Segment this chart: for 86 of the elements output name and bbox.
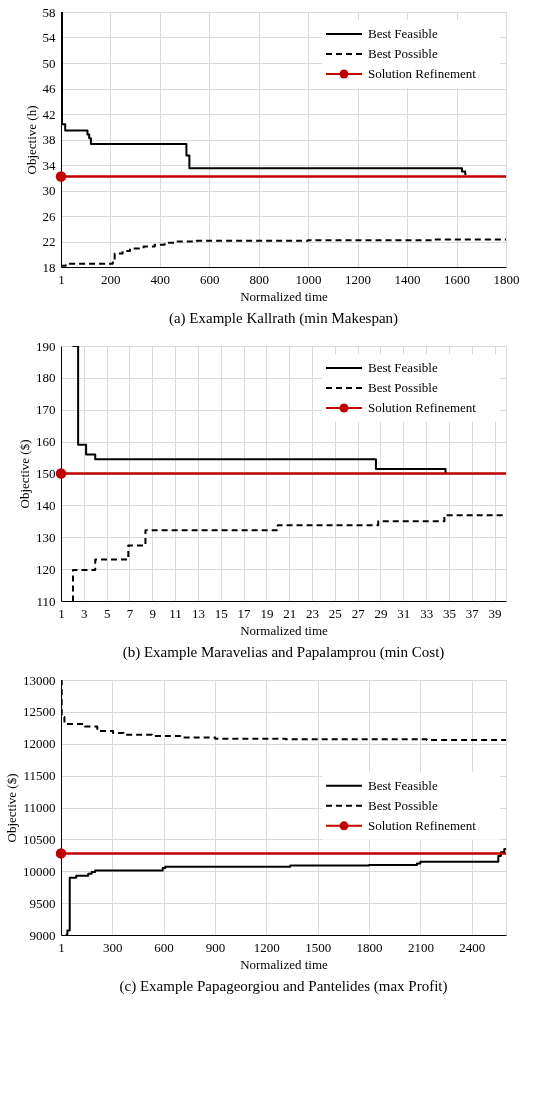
y-tick-label: 50 [42, 55, 56, 71]
x-tick-label: 1200 [345, 271, 372, 287]
x-tick-label: 600 [199, 271, 220, 287]
x-tick-label: 11 [169, 605, 182, 621]
legend-label: Best Feasible [368, 360, 438, 375]
y-tick-label: 10500 [23, 831, 56, 847]
y-tick-label: 12500 [23, 704, 56, 720]
text: (a) Example Kallrath (min Makespan) [168, 310, 399, 327]
x-axis-title: Normalized time [240, 956, 329, 972]
y-tick-label: 22 [42, 234, 56, 249]
x-tick-label: 9 [149, 605, 157, 621]
x-tick-label: 1800 [493, 271, 520, 287]
legend-label: Solution Refinement [368, 66, 477, 81]
y-tick-label: 9000 [29, 927, 56, 943]
x-tick-label: 35 [442, 605, 456, 621]
y-tick-label: 38 [42, 132, 56, 147]
y-tick-label: 13000 [23, 672, 56, 688]
legend-label: Best Feasible [368, 777, 438, 793]
x-tick-label: 31 [397, 605, 411, 621]
x-tick-label: 1 [58, 605, 65, 621]
x-tick-label: 27 [351, 605, 366, 621]
x-tick-label: 33 [420, 605, 434, 621]
y-tick-label: 150 [36, 466, 56, 481]
x-tick-label: 1 [58, 271, 65, 287]
x-tick-label: 7 [126, 605, 134, 621]
x-tick-label: 1600 [444, 271, 471, 287]
text: (c) Example Papageorgiou and Pantelides (max Profit) [119, 978, 448, 995]
x-tick-label: 23 [306, 605, 320, 621]
x-tick-label: 1200 [253, 939, 280, 955]
legend-label: Best Feasible [368, 26, 438, 41]
x-tick-label: 2400 [459, 939, 486, 955]
y-axis-title: Objective ($) [4, 773, 19, 843]
y-tick-label: 120 [36, 561, 56, 577]
x-tick-label: 600 [154, 939, 174, 955]
y-axis-title: Objective ($) [17, 439, 32, 509]
y-tick-label: 130 [36, 529, 56, 545]
y-tick-label: 180 [36, 370, 56, 386]
legend-label: Solution Refinement [368, 400, 477, 415]
y-tick-label: 12000 [23, 736, 56, 752]
legend-label: Best Possible [368, 797, 438, 813]
y-tick-label: 34 [42, 157, 56, 173]
legend-label: Best Possible [368, 380, 438, 395]
x-tick-label: 19 [260, 605, 274, 621]
x-tick-label: 1000 [295, 271, 322, 287]
y-tick-label: 42 [42, 106, 56, 122]
y-tick-label: 170 [36, 402, 56, 418]
y-tick-label: 9500 [29, 895, 56, 911]
x-tick-label: 21 [283, 605, 297, 621]
x-tick-label: 17 [237, 605, 252, 621]
x-tick-label: 25 [328, 605, 342, 621]
x-tick-label: 37 [465, 605, 480, 621]
x-tick-label: 39 [488, 605, 502, 621]
x-axis-title: Normalized time [240, 288, 329, 304]
x-tick-label: 1800 [356, 939, 383, 955]
legend-label: Solution Refinement [368, 817, 477, 833]
y-tick-label: 10000 [23, 863, 56, 879]
y-tick-label: 30 [42, 183, 56, 198]
y-tick-label: 18 [42, 259, 56, 275]
x-tick-label: 3 [81, 605, 88, 621]
y-axis-title: Objective (h) [23, 105, 39, 175]
x-tick-label: 2100 [407, 939, 434, 955]
legend-label: Best Possible [368, 46, 438, 61]
y-tick-label: 54 [42, 30, 56, 45]
y-tick-label: 11000 [23, 800, 56, 815]
text: (b) Example Maravelias and Papalamprou (min Cost) [122, 644, 445, 661]
y-tick-label: 58 [42, 4, 56, 20]
y-tick-label: 26 [42, 208, 56, 224]
y-tick-label: 190 [36, 338, 56, 354]
x-tick-label: 900 [205, 939, 226, 955]
y-tick-label: 11500 [23, 768, 56, 784]
y-tick-label: 46 [42, 81, 56, 96]
x-tick-label: 200 [100, 271, 121, 287]
x-tick-label: 400 [150, 271, 170, 287]
x-tick-label: 1 [58, 939, 65, 955]
x-tick-label: 1500 [305, 939, 332, 955]
y-tick-label: 140 [36, 497, 56, 513]
x-tick-label: 300 [102, 939, 123, 955]
y-tick-label: 160 [36, 434, 56, 450]
x-tick-label: 15 [214, 605, 228, 621]
x-tick-label: 1400 [394, 271, 421, 287]
x-tick-label: 29 [374, 605, 388, 621]
x-axis-title: Normalized time [240, 622, 329, 638]
x-tick-label: 800 [249, 271, 269, 287]
x-tick-label: 5 [103, 605, 111, 621]
y-tick-label: 110 [36, 593, 56, 609]
x-tick-label: 13 [191, 605, 205, 621]
